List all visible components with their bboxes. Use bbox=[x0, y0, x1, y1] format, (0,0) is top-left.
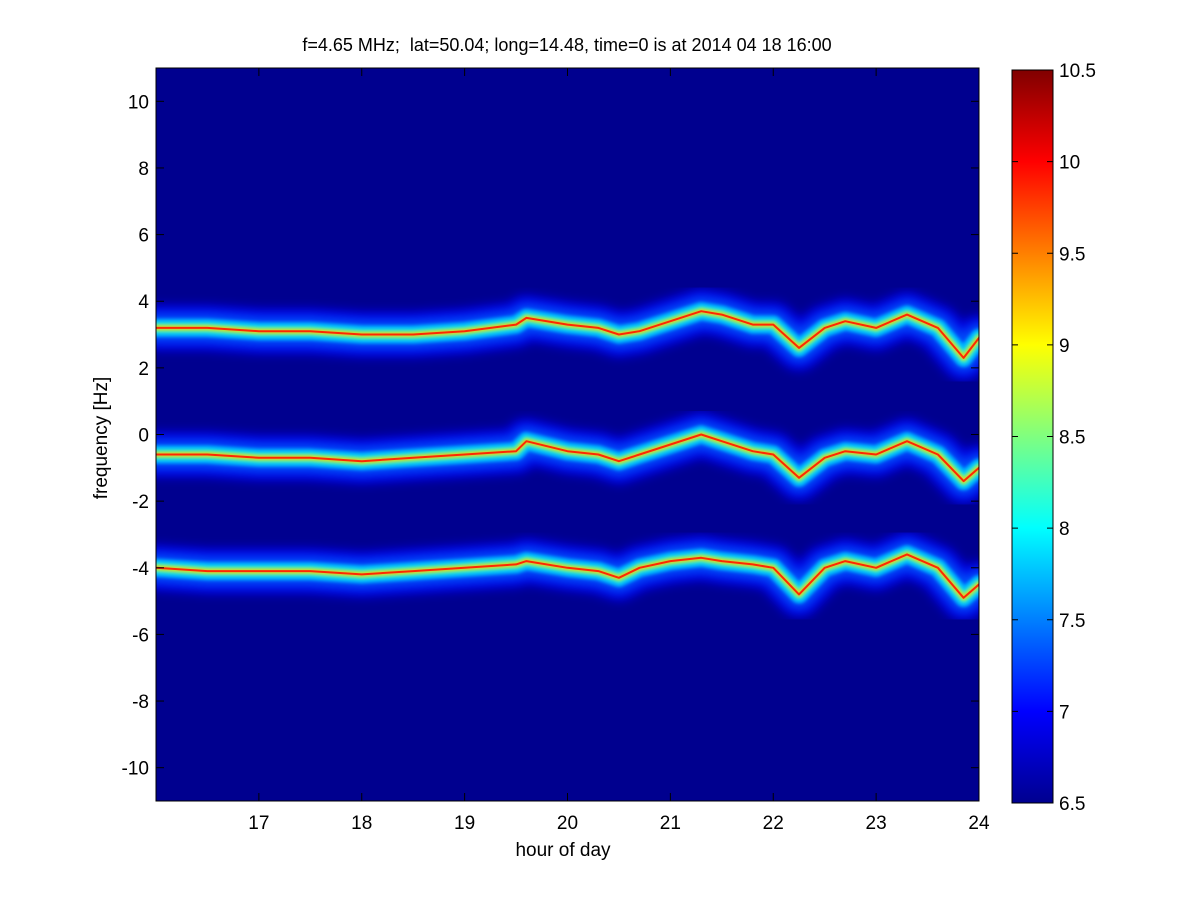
colorbar-tick-label: 9.5 bbox=[1059, 244, 1085, 265]
colorbar-tick-label: 10.5 bbox=[1059, 61, 1096, 82]
x-tick-label: 17 bbox=[248, 813, 269, 834]
heatmap-traces bbox=[156, 288, 979, 621]
y-tick-label: 10 bbox=[128, 92, 149, 113]
spectral-line-1 bbox=[156, 288, 979, 381]
colorbar-tick-label: 9 bbox=[1059, 336, 1070, 357]
y-axis-ticks: 10 8 6 4 2 0 -2 -4 -6 -8 -10 bbox=[122, 92, 979, 780]
y-tick-label: 8 bbox=[138, 159, 149, 180]
y-tick-label: -8 bbox=[132, 692, 149, 713]
x-tick-label: 21 bbox=[660, 813, 681, 834]
colorbar-tick-label: 8.5 bbox=[1059, 428, 1085, 449]
y-tick-label: -6 bbox=[132, 625, 149, 646]
x-tick-label: 23 bbox=[866, 813, 887, 834]
spectral-line-layer bbox=[156, 433, 979, 483]
colorbar-tick-label: 6.5 bbox=[1059, 794, 1085, 815]
y-tick-label: -2 bbox=[132, 492, 149, 513]
y-tick-label: -4 bbox=[132, 559, 149, 580]
x-tick-label: 20 bbox=[557, 813, 578, 834]
plot-frame bbox=[155, 67, 980, 802]
colorbar-gradient bbox=[1011, 69, 1054, 804]
x-axis-ticks: 17 18 19 20 21 22 23 24 bbox=[248, 68, 990, 834]
x-tick-label: 18 bbox=[351, 813, 372, 834]
spectral-line-2 bbox=[156, 411, 979, 505]
spectral-line-3 bbox=[156, 531, 979, 621]
y-tick-label: 0 bbox=[138, 426, 149, 447]
colorbar: 10.5 10 9.5 9 8.5 8 7.5 7 6.5 bbox=[1011, 61, 1096, 815]
x-tick-label: 22 bbox=[763, 813, 784, 834]
y-tick-label: 6 bbox=[138, 226, 149, 247]
colorbar-ticks: 10.5 10 9.5 9 8.5 8 7.5 7 6.5 bbox=[1012, 61, 1096, 815]
y-tick-label: 4 bbox=[138, 292, 149, 313]
x-axis-label: hour of day bbox=[515, 840, 611, 861]
spectral-line-layer bbox=[156, 310, 979, 359]
x-tick-label: 24 bbox=[968, 813, 990, 834]
chart-title: f=4.65 MHz; lat=50.04; long=14.48, time=… bbox=[302, 35, 831, 55]
colorbar-tick-label: 8 bbox=[1059, 519, 1070, 540]
y-axis-label: frequency [Hz] bbox=[91, 377, 112, 500]
spectral-line-layer bbox=[156, 553, 979, 599]
x-tick-label: 19 bbox=[454, 813, 475, 834]
colorbar-tick-label: 7 bbox=[1059, 702, 1070, 723]
colorbar-tick-label: 7.5 bbox=[1059, 611, 1085, 632]
y-tick-label: 2 bbox=[138, 359, 149, 380]
y-tick-label: -10 bbox=[122, 759, 149, 780]
colorbar-tick-label: 10 bbox=[1059, 153, 1080, 174]
